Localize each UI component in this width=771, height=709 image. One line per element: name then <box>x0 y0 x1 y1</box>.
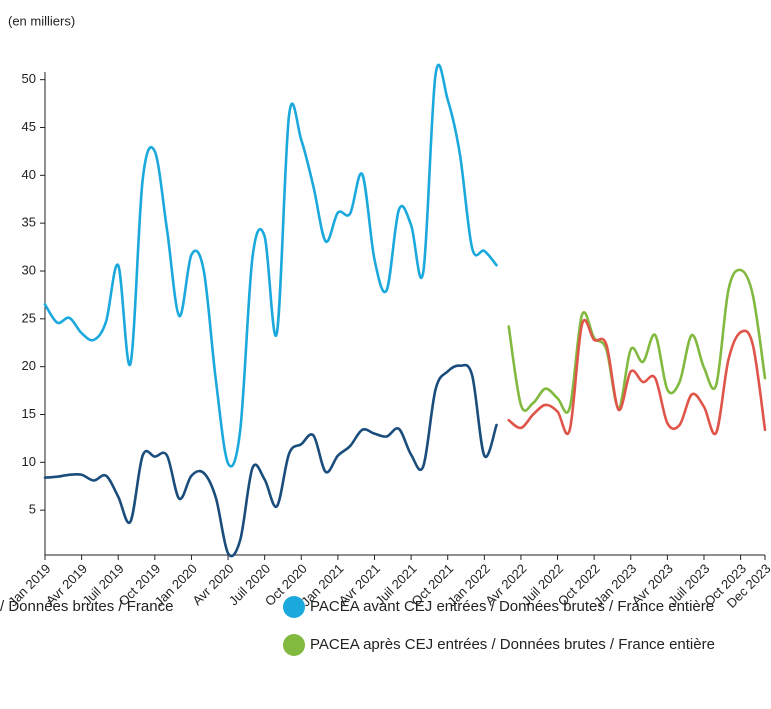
y-tick-label: 15 <box>22 406 36 421</box>
legend-marker <box>283 634 305 656</box>
y-tick-label: 20 <box>22 358 36 373</box>
y-tick-label: 25 <box>22 310 36 325</box>
y-tick-label: 35 <box>22 215 36 230</box>
line-series <box>43 63 498 468</box>
legend-label: PACEA avant CEJ entrées / Données brutes… <box>310 598 714 615</box>
line-series <box>507 318 767 436</box>
y-axis-label: (en milliers) <box>8 13 75 28</box>
y-tick-label: 5 <box>29 502 36 517</box>
y-tick-label: 10 <box>22 454 36 469</box>
y-tick-label: 40 <box>22 167 36 182</box>
y-tick-label: 30 <box>22 262 36 277</box>
legend-label: / Données brutes / France <box>0 598 173 615</box>
line-series <box>507 268 767 414</box>
y-tick-label: 45 <box>22 119 36 134</box>
legend-label: PACEA après CEJ entrées / Données brutes… <box>310 636 715 653</box>
y-tick-label: 50 <box>22 71 36 86</box>
line-series <box>43 363 498 558</box>
legend-marker <box>283 596 305 618</box>
